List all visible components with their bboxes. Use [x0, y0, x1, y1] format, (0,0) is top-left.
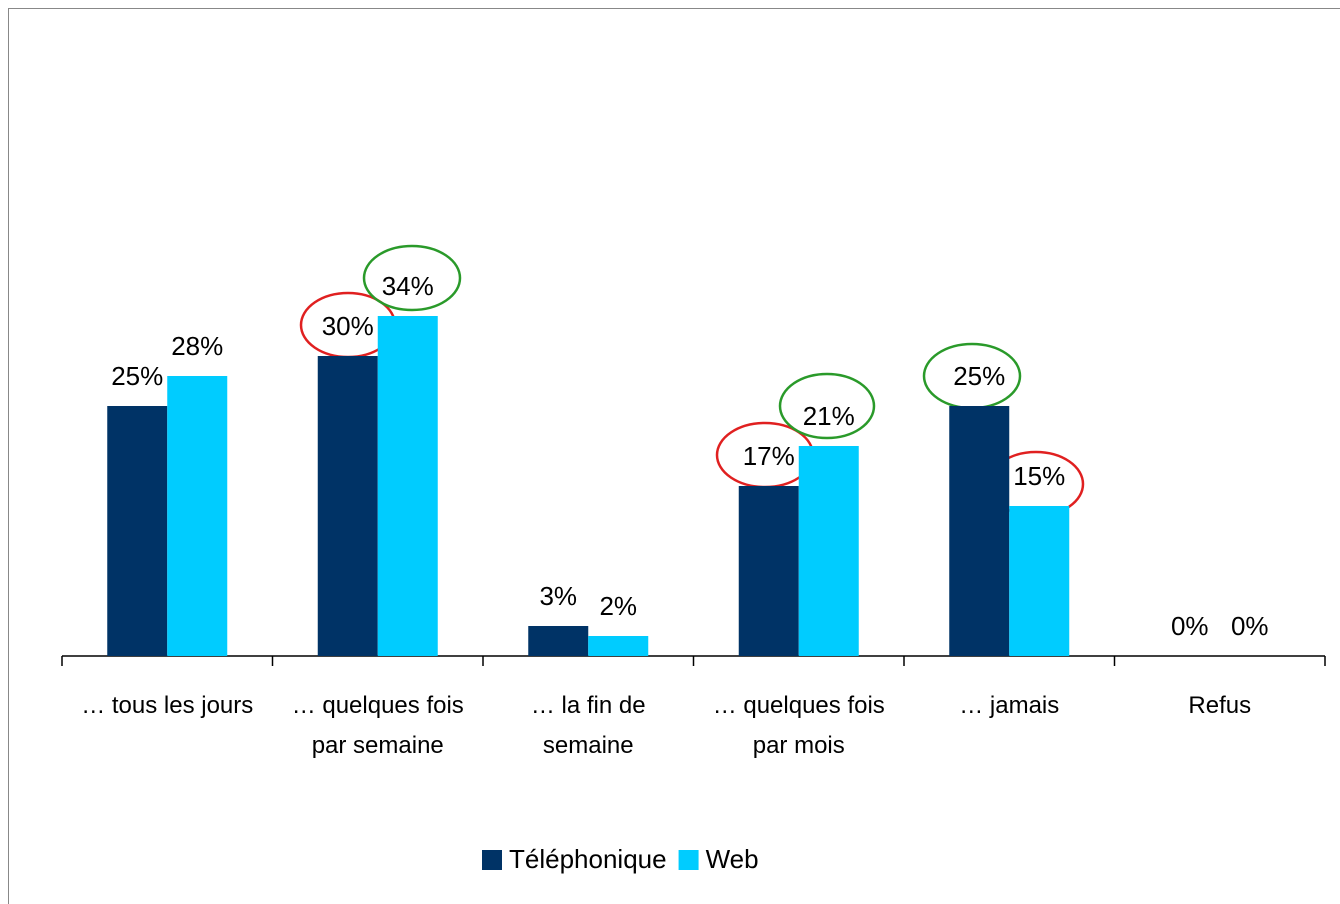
data-label: 21%: [803, 401, 855, 431]
bar: [167, 376, 228, 656]
bar: [1009, 506, 1070, 656]
bar: [588, 636, 649, 656]
data-label: 28%: [171, 331, 223, 361]
x-tick-label: … jamais: [959, 692, 1060, 719]
x-tick-label: Refus: [1188, 692, 1252, 719]
bar: [317, 356, 378, 656]
frame: [8, 8, 1340, 904]
data-label: 34%: [382, 271, 434, 301]
legend-label: Téléphonique: [509, 844, 667, 874]
data-label: 0%: [1171, 611, 1209, 641]
x-tick-label: … tous les jours: [81, 692, 254, 719]
bar: [798, 446, 859, 656]
legend-label: Web: [706, 844, 759, 874]
data-label: 17%: [743, 441, 795, 471]
bar: [949, 406, 1010, 656]
legend-swatch: [482, 850, 502, 870]
legend-swatch: [678, 850, 699, 870]
bar: [377, 316, 438, 656]
highlight-ellipse: [362, 244, 462, 312]
x-tick-label: … quelques fois par semaine: [291, 692, 464, 759]
data-label: 30%: [322, 311, 374, 341]
data-label: 15%: [1013, 461, 1065, 491]
x-tick-label: … la fin de semaine: [530, 692, 646, 759]
bar: [738, 486, 799, 656]
bar: [107, 406, 168, 656]
data-label: 3%: [539, 581, 577, 611]
data-label: 25%: [953, 361, 1005, 391]
data-label: 25%: [111, 361, 163, 391]
x-tick-label: … quelques fois par mois: [712, 692, 885, 759]
data-label: 2%: [599, 591, 637, 621]
bar: [528, 626, 589, 656]
data-label: 0%: [1231, 611, 1269, 641]
highlight-ellipse: [778, 372, 876, 440]
